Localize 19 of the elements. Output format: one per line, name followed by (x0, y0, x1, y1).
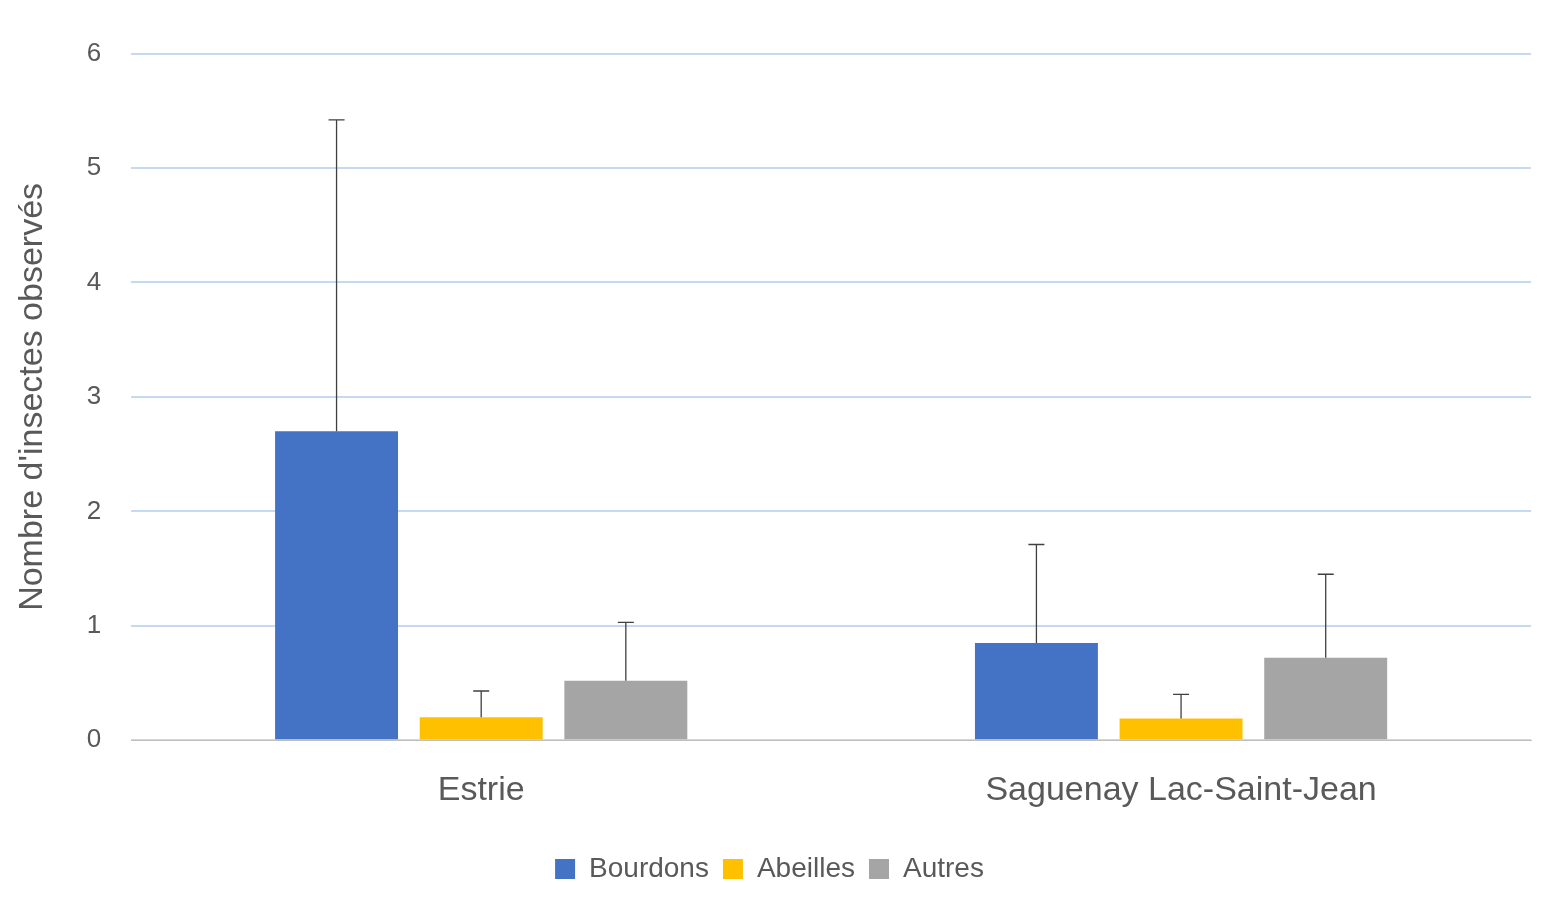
bar (974, 642, 1098, 740)
bar (1264, 657, 1388, 740)
y-tick-label: 0 (86, 723, 102, 754)
y-tick-label: 4 (86, 265, 102, 296)
legend-label: Abeilles (756, 851, 855, 883)
legend-label: Autres (903, 851, 984, 883)
y-tick-label: 3 (86, 380, 102, 411)
y-tick-label: 1 (86, 608, 102, 639)
x-tick-label: Saguenay Lac-Saint-Jean (985, 768, 1377, 807)
y-tick-label: 5 (86, 151, 102, 182)
y-tick-label: 2 (86, 494, 102, 525)
x-tick-label: Estrie (437, 768, 525, 807)
bar (419, 717, 543, 740)
bar (275, 431, 399, 740)
y-tick-label: 6 (86, 36, 102, 67)
legend-label: Bourdons (589, 851, 709, 883)
y-axis-title: Nombre d'insectes observés (10, 182, 49, 611)
bar (564, 680, 688, 740)
bar (1119, 718, 1243, 740)
